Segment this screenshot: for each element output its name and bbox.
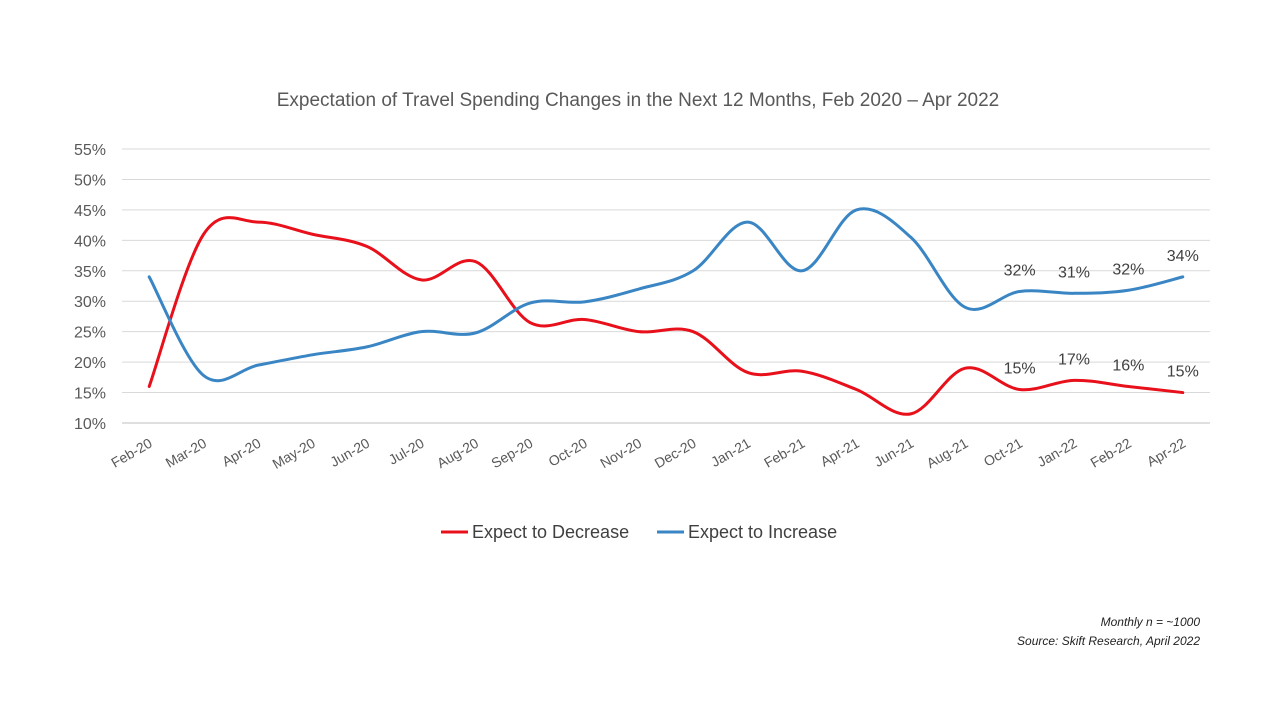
x-tick-label: Oct-20 [546,435,591,470]
data-point-expect-to-decrease [909,412,913,416]
x-tick-label: Apr-21 [817,435,862,470]
x-tick-label: Feb-21 [761,435,808,471]
data-point-expect-to-decrease [1072,378,1076,382]
data-point-expect-to-increase [691,269,695,273]
data-label-expect-to-increase: 34% [1167,248,1199,265]
y-tick-label: 45% [74,203,106,220]
y-tick-label: 40% [74,233,106,250]
data-label-expect-to-decrease: 17% [1058,351,1090,368]
data-point-expect-to-decrease [1018,388,1022,392]
x-tick-label: Nov-20 [597,435,644,472]
x-tick-label: Feb-22 [1087,435,1134,471]
data-point-expect-to-decrease [256,220,260,224]
footnote-source: Source: Skift Research, April 2022 [1017,634,1200,648]
data-point-expect-to-increase [419,330,423,334]
data-point-expect-to-decrease [691,330,695,334]
legend: Expect to Decrease Expect to Increase [441,522,837,542]
x-tick-label: Jan-21 [708,435,753,470]
data-point-expect-to-decrease [365,244,369,248]
data-point-expect-to-increase [963,305,967,309]
x-tick-label: Sep-20 [488,435,535,472]
x-tick-label: Mar-20 [163,435,210,471]
data-label-expect-to-increase: 31% [1058,264,1090,281]
data-point-expect-to-increase [1018,289,1022,293]
y-tick-label: 30% [74,294,106,311]
y-tick-label: 50% [74,172,106,189]
x-tick-label: Dec-20 [652,435,699,472]
x-tick-label: Apr-20 [219,435,264,470]
data-point-expect-to-decrease [1126,384,1130,388]
data-label-expect-to-increase: 32% [1004,262,1036,279]
data-point-expect-to-increase [1126,288,1130,292]
data-point-expect-to-decrease [528,321,532,325]
data-point-expect-to-decrease [419,278,423,282]
data-label-expect-to-decrease: 15% [1167,364,1199,381]
x-tick-label: Feb-20 [108,435,155,471]
y-tick-label: 25% [74,325,106,342]
y-tick-label: 10% [74,416,106,433]
data-point-expect-to-increase [637,287,641,291]
data-point-expect-to-increase [746,220,750,224]
data-point-expect-to-decrease [854,388,858,392]
data-point-expect-to-increase [854,208,858,212]
x-tick-label: Jun-20 [327,435,372,470]
data-point-expect-to-decrease [746,370,750,374]
data-point-expect-to-decrease [800,369,804,373]
y-tick-label: 55% [74,142,106,159]
data-point-expect-to-increase [582,300,586,304]
data-point-expect-to-decrease [310,232,314,236]
x-tick-label: Jul-20 [386,435,427,468]
data-point-expect-to-increase [800,269,804,273]
gridlines [122,148,1210,424]
chart-title: Expectation of Travel Spending Changes i… [277,90,999,111]
data-point-expect-to-increase [474,331,478,335]
data-point-expect-to-decrease [963,366,967,370]
data-point-expect-to-increase [528,301,532,305]
data-point-expect-to-decrease [1181,391,1185,395]
data-point-expect-to-decrease [147,384,151,388]
data-label-expect-to-decrease: 16% [1112,357,1144,374]
data-labels: 15% 17% 16% 15% 32% 31% 32% 34% [1004,248,1199,381]
x-tick-label: Jun-21 [871,435,916,470]
data-point-expect-to-increase [256,363,260,367]
y-tick-label: 35% [74,264,106,281]
data-point-expect-to-increase [202,374,206,378]
data-point-expect-to-increase [1072,291,1076,295]
series-line-expect-to-increase [147,207,1185,383]
series-line-expect-to-decrease [147,216,1185,416]
data-point-expect-to-decrease [637,330,641,334]
y-tick-label: 15% [74,386,106,403]
legend-label-expect-to-decrease: Expect to Decrease [472,522,629,542]
series-lines [147,207,1185,416]
x-tick-label: May-20 [269,435,318,472]
x-tick-label: Apr-22 [1144,435,1189,470]
data-label-expect-to-decrease: 15% [1004,361,1036,378]
data-point-expect-to-increase [365,345,369,349]
data-point-expect-to-increase [909,235,913,239]
data-point-expect-to-decrease [474,260,478,264]
y-axis: 55% 50% 45% 40% 35% 30% 25% 20% 15% 10% [74,142,106,433]
x-tick-label: Oct-21 [981,435,1026,470]
x-tick-label: Aug-20 [434,435,481,472]
legend-label-expect-to-increase: Expect to Increase [688,522,837,542]
x-tick-label: Jan-22 [1034,435,1079,470]
x-axis: Feb-20 Mar-20 Apr-20 May-20 Jun-20 Jul-20 Aug-… [108,435,1188,472]
x-tick-label: Aug-21 [924,435,971,472]
y-tick-label: 20% [74,355,106,372]
data-label-expect-to-increase: 32% [1112,261,1144,278]
footnote-sample-size: Monthly n = ~1000 [1100,615,1200,629]
data-point-expect-to-increase [1181,275,1185,279]
data-point-expect-to-increase [147,275,151,279]
data-point-expect-to-decrease [202,232,206,236]
data-point-expect-to-decrease [582,317,586,321]
data-point-expect-to-increase [310,353,314,357]
